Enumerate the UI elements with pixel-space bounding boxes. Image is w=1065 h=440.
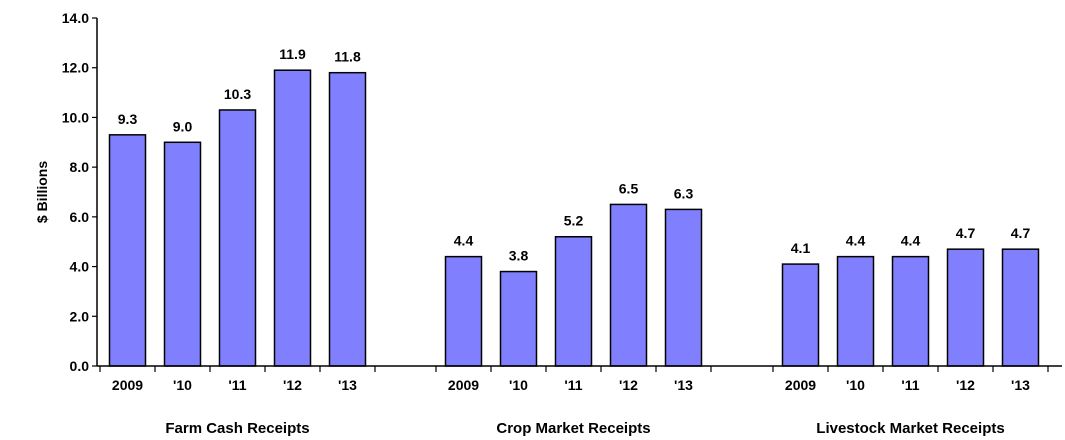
bar (836, 255, 875, 367)
bar (946, 248, 985, 367)
data-label: 6.3 (674, 185, 694, 201)
bars-layer (108, 69, 1040, 367)
bar (781, 263, 820, 367)
data-label: 5.2 (564, 213, 584, 229)
group-label: Livestock Market Receipts (816, 420, 1004, 437)
data-label: 11.9 (279, 46, 306, 62)
data-label: 11.8 (334, 49, 361, 65)
x-tick-labels-layer: 2009 '10 '11 '12 '13 2009 '10 '11 '12 '13 2009 '10 '… (112, 377, 1030, 393)
data-label: 9.0 (173, 118, 193, 134)
bar (554, 235, 593, 367)
bar (218, 109, 257, 367)
bar (499, 270, 538, 367)
x-tick-label: '13 (674, 377, 693, 393)
bar (664, 208, 703, 367)
y-tick-label: 6.0 (70, 209, 90, 225)
data-label: 4.4 (901, 233, 921, 249)
x-tick-label: '10 (173, 377, 192, 393)
x-tick-label: '11 (901, 377, 919, 393)
data-label: 4.4 (454, 233, 474, 249)
x-tick-label: '12 (619, 377, 638, 393)
x-tick-label: 2009 (785, 377, 816, 393)
bar (163, 141, 202, 367)
y-tick-label: 14.0 (62, 10, 89, 26)
bar (1001, 248, 1040, 367)
y-tick-label: 0.0 (70, 358, 90, 374)
y-tick-label: 2.0 (70, 308, 90, 324)
data-label: 3.8 (509, 248, 529, 264)
y-tick-label: 12.0 (62, 60, 89, 76)
group-labels-layer: Farm Cash Receipts Crop Market Receipts Li… (165, 420, 1004, 437)
x-tick-label: '12 (956, 377, 975, 393)
data-labels-layer: 9.3 9.0 10.3 11.9 11.8 4.4 3.8 5.2 6.5 6.3 4.1 4.4 4… (118, 46, 1031, 263)
bar (108, 134, 147, 367)
y-axis-label: $ Billions (34, 161, 50, 223)
y-tick-label: 8.0 (70, 159, 90, 175)
data-label: 4.4 (846, 233, 866, 249)
axes-layer: 0.0 2.0 4.0 6.0 8.0 10.0 12.0 14.0 (62, 10, 1062, 374)
data-label: 4.7 (1011, 225, 1031, 241)
data-label: 10.3 (224, 86, 251, 102)
bar (891, 255, 930, 367)
x-tick-label: '11 (564, 377, 582, 393)
x-tick-label: '10 (846, 377, 865, 393)
x-tick-label: '10 (509, 377, 528, 393)
bar (328, 71, 367, 367)
bar (444, 255, 483, 367)
data-label: 4.7 (956, 225, 976, 241)
bar (609, 203, 648, 367)
x-tick-label: '13 (338, 377, 357, 393)
data-label: 6.5 (619, 180, 639, 196)
group-label: Crop Market Receipts (496, 420, 650, 437)
x-tick-label: '11 (228, 377, 246, 393)
bar (273, 69, 312, 367)
x-tick-label: '12 (283, 377, 302, 393)
y-tick-label: 4.0 (70, 259, 90, 275)
data-label: 9.3 (118, 111, 138, 127)
y-tick-label: 10.0 (62, 109, 89, 125)
data-label: 4.1 (791, 240, 811, 256)
group-label: Farm Cash Receipts (165, 420, 309, 437)
x-tick-label: '13 (1011, 377, 1030, 393)
x-tick-label: 2009 (112, 377, 143, 393)
x-tick-label: 2009 (448, 377, 479, 393)
